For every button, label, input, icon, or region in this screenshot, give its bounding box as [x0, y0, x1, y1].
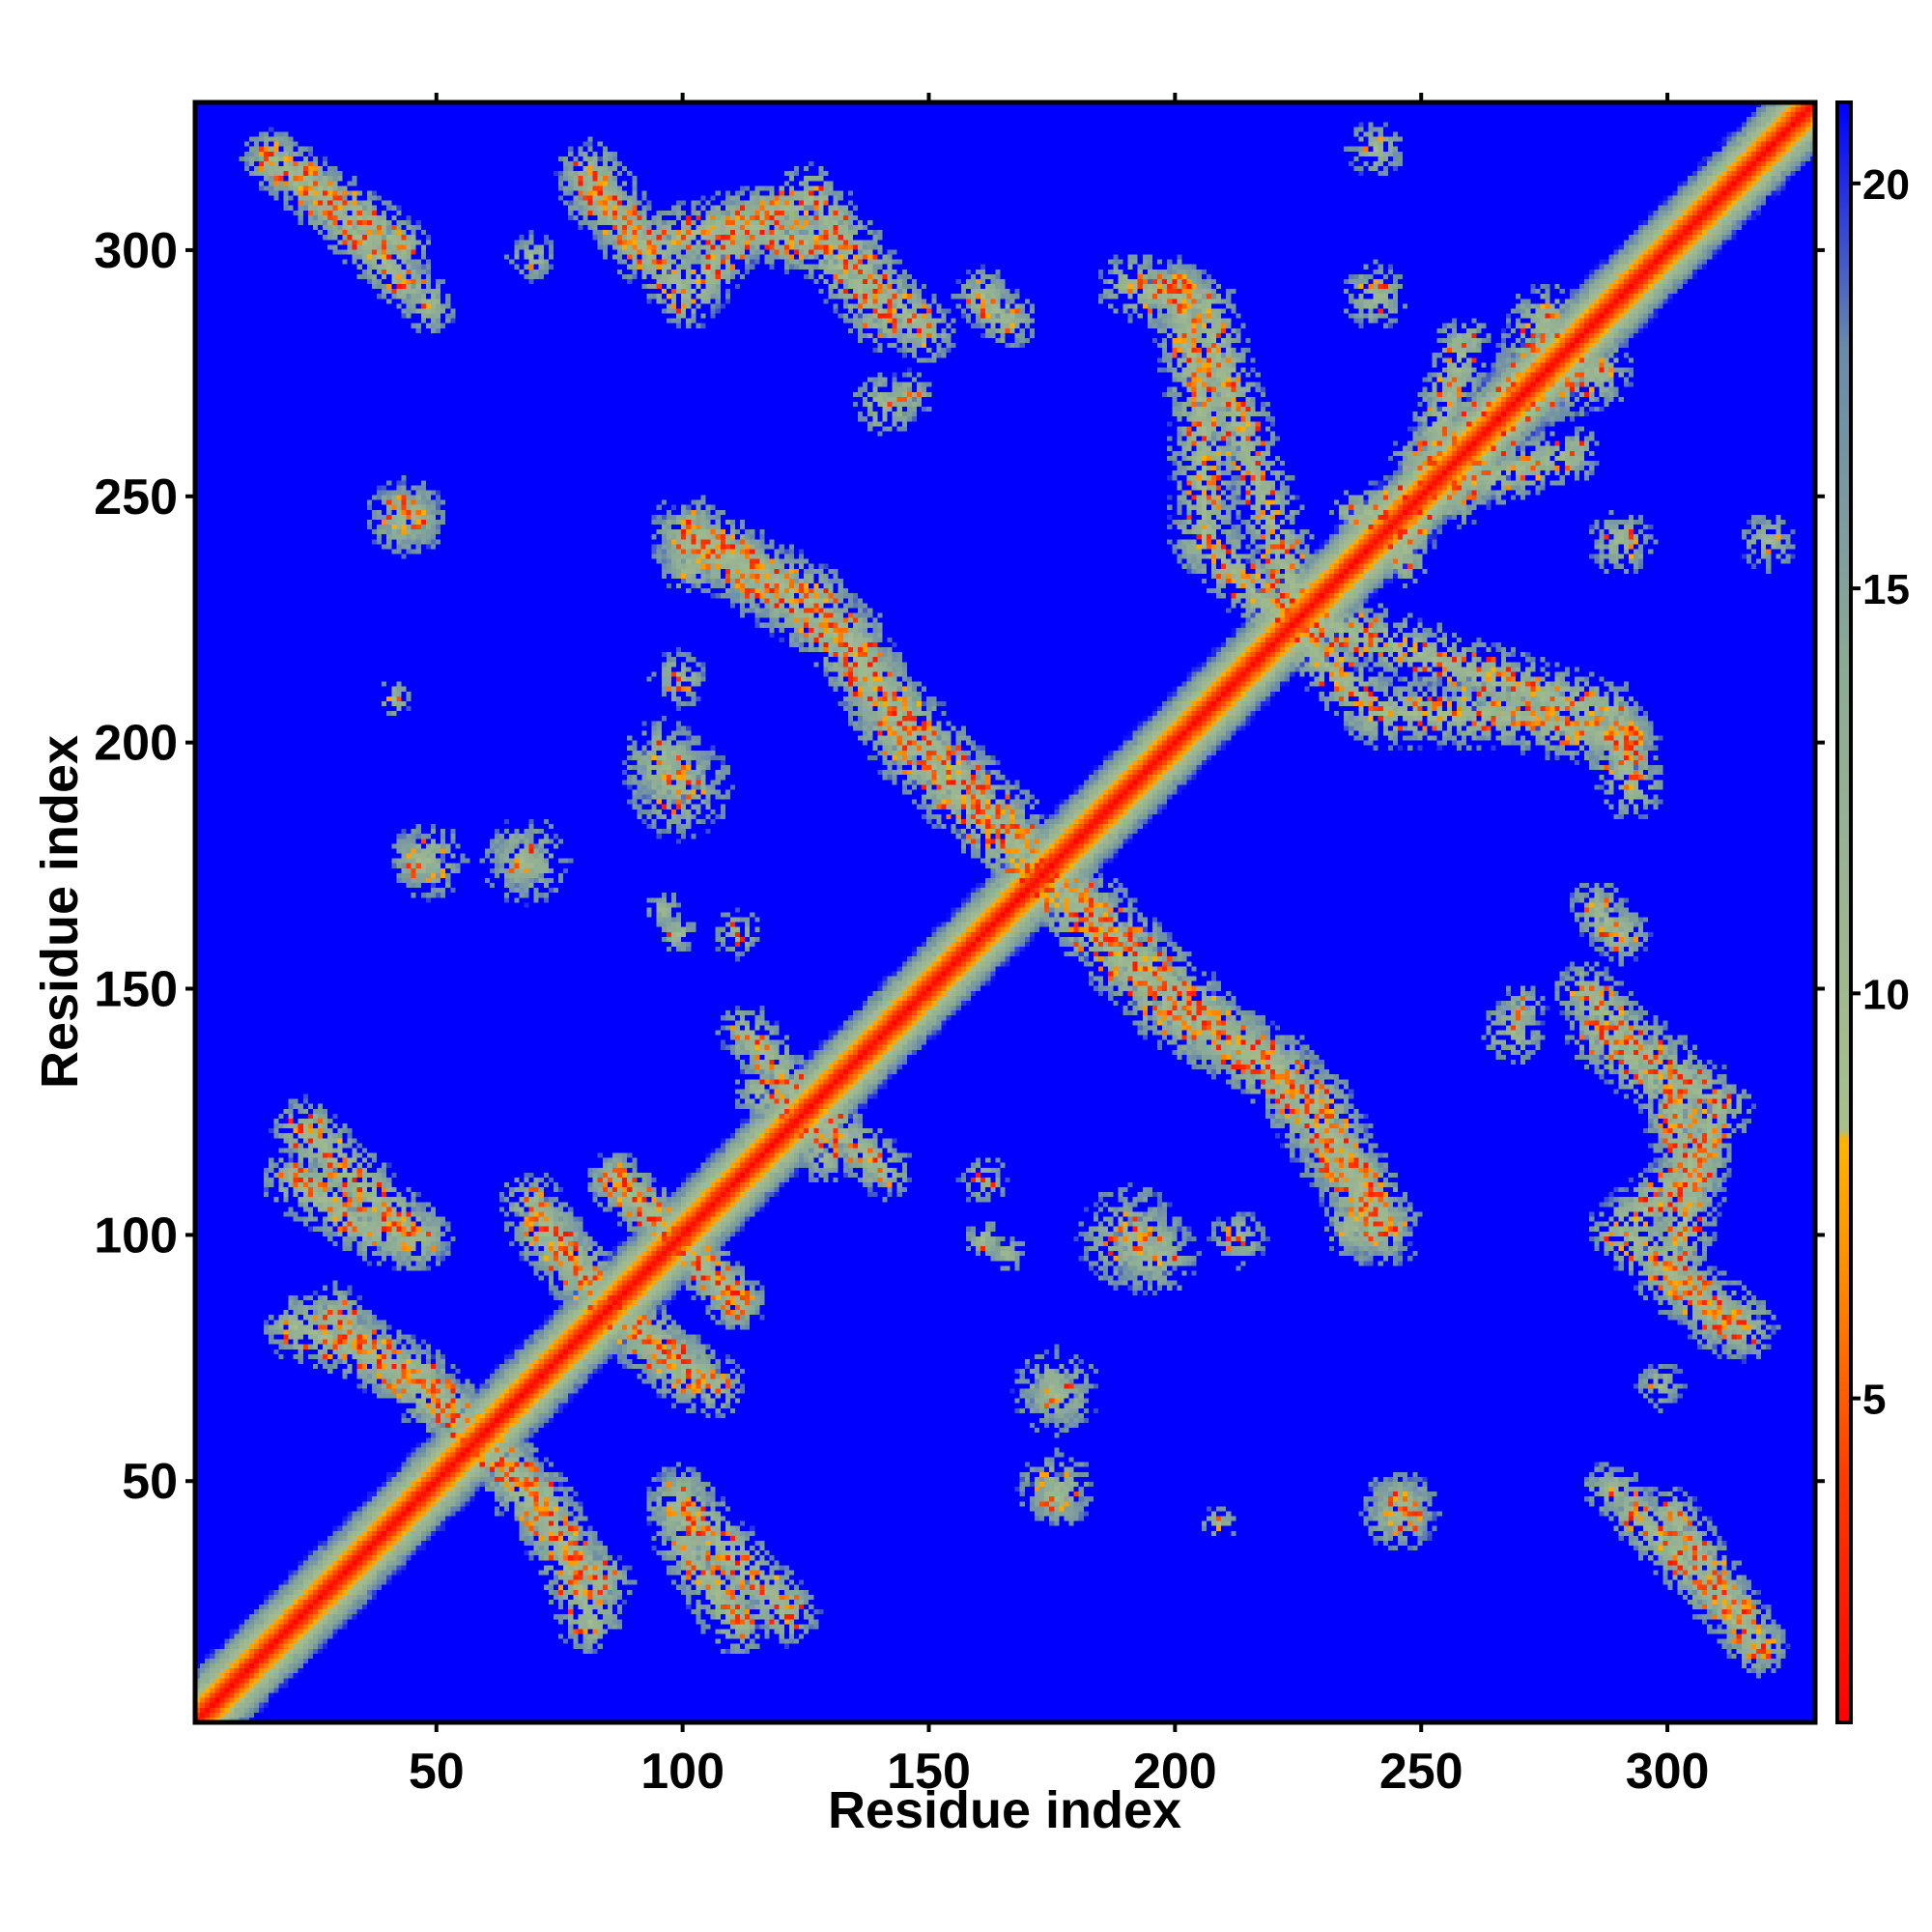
colorbar-frame: [1835, 100, 1853, 1724]
x-tick-label: 150: [887, 1744, 971, 1800]
colorbar-tick-label: 5: [1862, 1377, 1886, 1424]
x-tick-label: 200: [1133, 1744, 1217, 1800]
colorbar: [1837, 102, 1851, 1722]
colorbar-tick-label: 20: [1862, 161, 1910, 209]
colorbar-tick-label: 15: [1862, 566, 1910, 613]
x-tick-label: 100: [640, 1744, 724, 1800]
heatmap-plot-area: [195, 102, 1815, 1722]
y-axis-title: Residue index: [31, 735, 89, 1089]
x-tick-label: 50: [409, 1744, 465, 1800]
y-tick-label: 300: [94, 223, 178, 279]
axis-ticks: 50 100 150 200 250 300 50 100 150 200 250 300 5 10 15 2…: [94, 93, 1910, 1800]
y-tick-label: 150: [94, 962, 178, 1018]
y-tick-label: 200: [94, 716, 178, 772]
plot-frame: [192, 99, 1818, 1725]
y-tick-label: 100: [94, 1208, 178, 1264]
x-axis-title: Residue index: [828, 1781, 1181, 1839]
y-tick-label: 50: [122, 1454, 178, 1510]
y-tick-label: 250: [94, 469, 178, 526]
colorbar-tick-label: 10: [1862, 971, 1910, 1018]
x-tick-label: 300: [1626, 1744, 1710, 1800]
x-tick-label: 250: [1379, 1744, 1463, 1800]
